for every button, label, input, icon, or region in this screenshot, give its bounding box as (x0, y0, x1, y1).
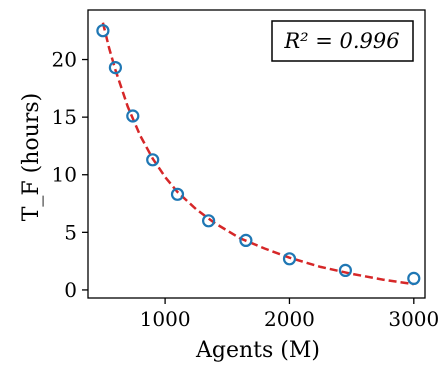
r-squared-annotation: R² = 0.996 (271, 20, 414, 62)
x-axis-label: Agents (M) (195, 338, 320, 363)
data-point (108, 60, 123, 75)
data-point (146, 153, 160, 167)
x-tick-label: 3000 (388, 307, 438, 331)
fit-line (101, 22, 414, 286)
data-point (96, 24, 110, 38)
y-tick-label: 5 (64, 220, 77, 244)
data-point (170, 187, 185, 201)
y-tick-label: 20 (52, 48, 77, 72)
annotation-box (271, 20, 414, 62)
data-point (126, 109, 140, 123)
data-point (338, 263, 352, 277)
y-tick-label: 0 (64, 278, 77, 302)
data-point (239, 233, 253, 247)
plot-frame (87, 9, 426, 299)
x-tick-label: 1000 (140, 307, 191, 331)
data-marks (96, 22, 421, 286)
y-axis-label: T_F (hours) (19, 93, 44, 222)
data-point (202, 214, 216, 228)
axes: 1000 2000 3000 0 5 10 15 20 (52, 9, 438, 331)
annotation-text: R² = 0.996 (283, 29, 399, 53)
y-tick-label: 15 (52, 105, 77, 129)
x-tick-label: 2000 (264, 307, 315, 331)
data-point (407, 271, 421, 285)
data-point (282, 252, 297, 266)
y-tick-label: 10 (52, 163, 77, 187)
